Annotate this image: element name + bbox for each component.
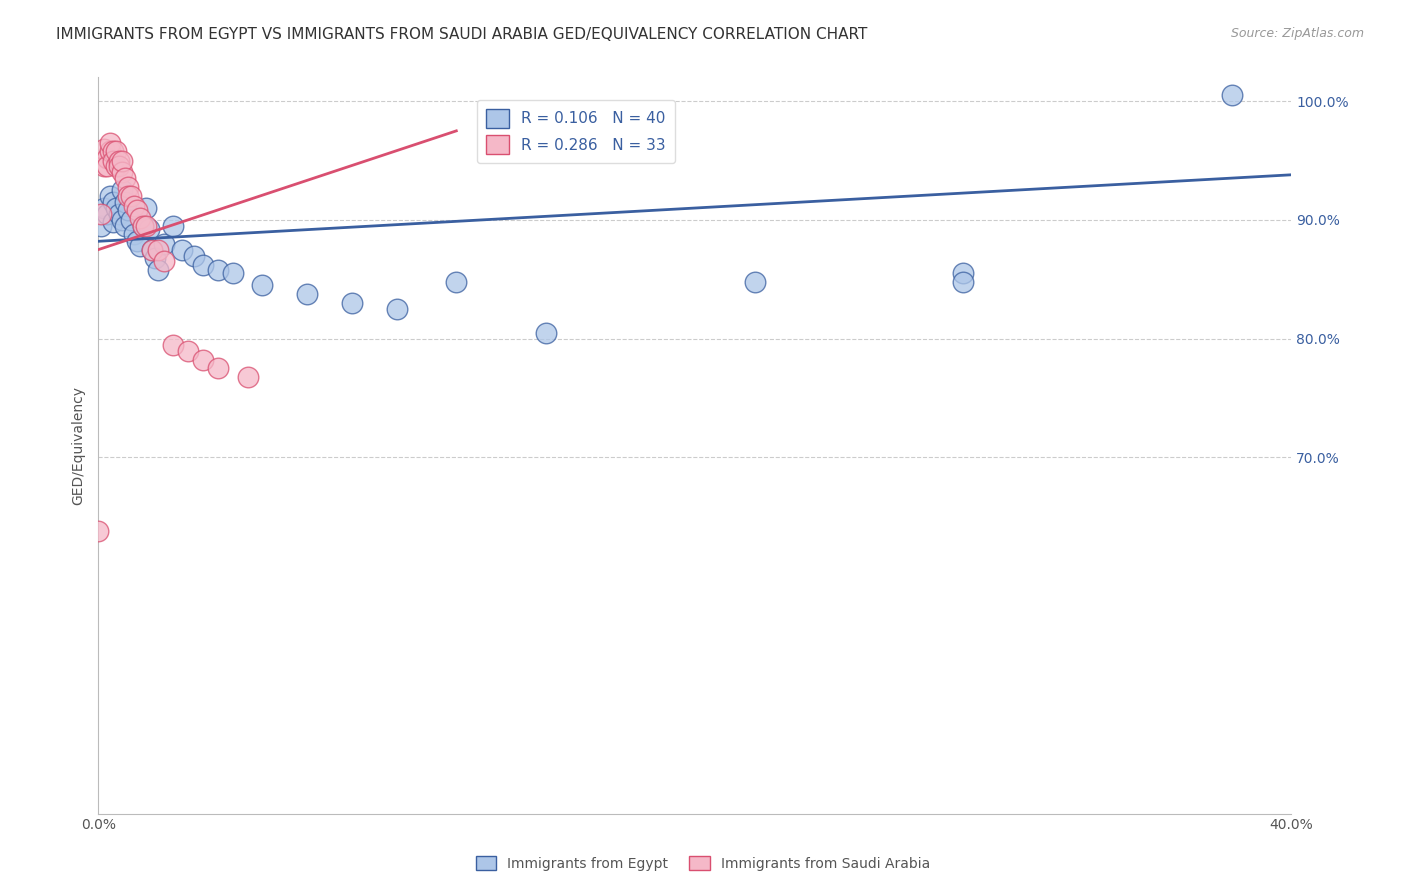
Point [111,153,134,168]
Point [117,189,139,203]
Text: IMMIGRANTS FROM EGYPT VS IMMIGRANTS FROM SAUDI ARABIA GED/EQUIVALENCY CORRELATIO: IMMIGRANTS FROM EGYPT VS IMMIGRANTS FROM… [56,27,868,42]
Point [117,179,139,194]
Point [90,207,112,221]
Point [295,286,318,301]
Point [111,213,134,227]
Point [122,199,145,213]
Point [183,248,205,262]
Point [143,251,166,265]
Point [122,227,145,242]
Point [170,243,193,257]
Point [141,243,163,257]
Point [98,189,121,203]
Point [146,262,169,277]
Y-axis label: GED/Equivalency: GED/Equivalency [72,386,86,505]
Point [129,239,152,253]
Point [744,275,766,289]
Point [105,160,128,174]
Point [135,201,157,215]
Point [162,219,184,233]
Point [132,219,155,233]
Point [103,195,125,210]
Point [127,234,149,248]
Point [105,144,128,158]
Point [129,211,152,225]
Point [146,243,169,257]
Point [153,254,176,268]
Point [191,258,214,272]
Point [117,203,139,218]
Point [108,153,131,168]
Point [103,153,125,168]
Point [111,165,134,179]
Point [177,343,200,358]
Point [114,171,136,186]
Point [207,262,229,277]
Point [93,142,115,156]
Point [111,183,134,197]
Point [132,219,155,233]
Point [103,144,125,158]
Point [162,337,184,351]
Point [120,213,142,227]
Point [207,361,229,376]
Point [114,219,136,233]
Point [114,195,136,210]
Point [105,201,128,215]
Point [135,219,157,233]
Point [98,144,121,158]
Point [96,160,118,174]
Point [127,203,149,218]
Point [141,243,163,257]
Point [138,222,160,236]
Point [534,326,557,340]
Point [93,160,115,174]
Point [87,524,110,538]
Point [96,151,118,165]
Point [1220,88,1243,103]
Point [153,236,176,251]
Point [236,369,259,384]
Point [446,275,468,289]
Point [191,353,214,368]
Point [103,215,125,229]
Point [120,189,142,203]
Point [108,207,131,221]
Point [96,207,118,221]
Legend: R = 0.106   N = 40, R = 0.286   N = 33: R = 0.106 N = 40, R = 0.286 N = 33 [477,100,675,163]
Point [221,266,243,280]
Point [952,275,974,289]
Legend: Immigrants from Egypt, Immigrants from Saudi Arabia: Immigrants from Egypt, Immigrants from S… [470,850,936,876]
Point [93,201,115,215]
Point [252,278,274,293]
Point [98,136,121,150]
Point [340,296,363,310]
Point [952,266,974,280]
Text: Source: ZipAtlas.com: Source: ZipAtlas.com [1230,27,1364,40]
Point [90,219,112,233]
Point [385,301,408,316]
Point [108,160,131,174]
